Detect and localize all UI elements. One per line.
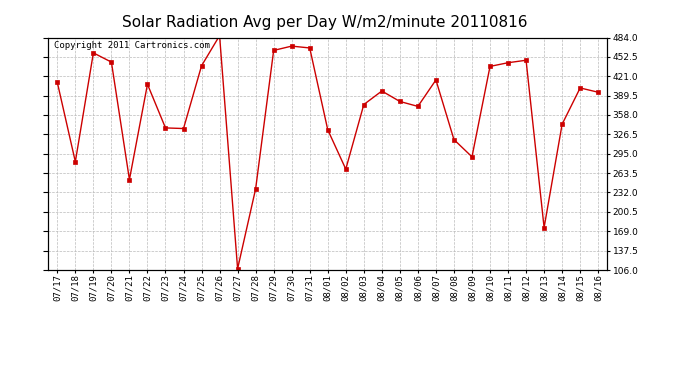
Text: Copyright 2011 Cartronics.com: Copyright 2011 Cartronics.com [54,41,210,50]
Text: Solar Radiation Avg per Day W/m2/minute 20110816: Solar Radiation Avg per Day W/m2/minute … [121,15,527,30]
